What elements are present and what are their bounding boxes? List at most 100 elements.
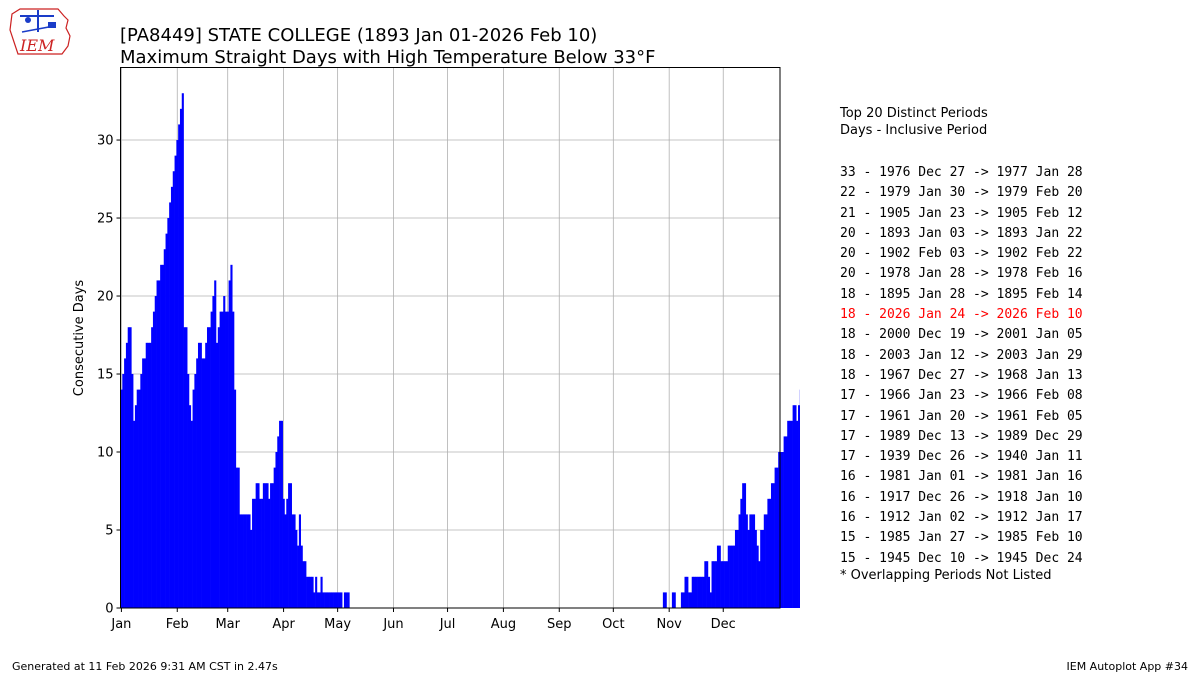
periods-heading: Top 20 Distinct Periods — [840, 106, 988, 121]
y-tick-label: 20 — [97, 290, 114, 305]
periods-list: 33 - 1976 Dec 27 -> 1977 Jan 28 22 - 1979… — [840, 163, 1083, 569]
bar — [147, 342, 150, 608]
bar — [145, 342, 148, 608]
bar — [691, 576, 694, 608]
bar — [747, 530, 750, 608]
period-item: 20 - 1978 Jan 28 -> 1978 Feb 16 — [840, 266, 1083, 282]
bar — [257, 483, 260, 608]
bar — [136, 389, 139, 608]
period-item: 21 - 1905 Jan 23 -> 1905 Feb 12 — [840, 205, 1083, 221]
bar — [311, 576, 314, 608]
bar — [316, 592, 320, 608]
x-tick-label: Nov — [656, 617, 682, 632]
bar — [133, 420, 136, 608]
bar — [686, 576, 689, 608]
bar — [127, 327, 130, 608]
plot-frame — [120, 67, 781, 609]
bar — [264, 483, 267, 608]
period-item: 16 - 1981 Jan 01 -> 1981 Jan 16 — [840, 469, 1083, 485]
bar — [271, 483, 274, 608]
bar — [124, 358, 127, 608]
bar — [752, 514, 756, 608]
bar-series — [120, 93, 800, 609]
bar — [781, 452, 784, 608]
bar-chart: 0 5 10 15 20 25 30 Jan Feb Mar Apr May Jun Jul Aug Sep… — [72, 67, 800, 632]
bar — [259, 498, 262, 608]
bar — [727, 545, 730, 608]
bar — [745, 514, 748, 608]
bar — [743, 483, 747, 608]
bar — [307, 576, 311, 608]
bar — [313, 592, 316, 608]
bar — [291, 514, 294, 608]
bar — [320, 576, 323, 608]
bar — [790, 420, 793, 608]
bar — [284, 514, 287, 608]
bar — [300, 545, 303, 608]
bar — [333, 592, 336, 608]
bar — [289, 483, 292, 608]
bar — [183, 327, 186, 608]
bar — [151, 327, 154, 608]
bar — [756, 545, 759, 608]
bar — [742, 483, 745, 608]
bar — [282, 498, 285, 608]
period-item: 17 - 1961 Jan 20 -> 1961 Feb 05 — [840, 408, 1083, 424]
bar — [140, 374, 143, 608]
bar — [179, 108, 183, 608]
bar — [725, 561, 729, 608]
bar — [769, 498, 772, 608]
bar — [709, 592, 712, 608]
bar — [280, 420, 283, 608]
x-axis-ticks: Jan Feb Mar Apr May Jun Jul Aug Sep Oct Nov Dec — [110, 608, 736, 632]
bar — [208, 327, 211, 608]
bar — [740, 498, 743, 608]
bar — [243, 514, 246, 608]
bar — [255, 483, 258, 608]
bar — [138, 389, 141, 608]
bar — [684, 576, 687, 608]
bar — [340, 592, 343, 608]
y-axis-ticks: 0 5 10 15 20 25 30 — [97, 134, 121, 617]
bar — [309, 576, 312, 608]
bar — [252, 498, 255, 608]
bar — [338, 592, 341, 608]
bar — [174, 155, 177, 608]
bar — [293, 514, 296, 608]
bar — [268, 498, 271, 608]
y-tick-label: 10 — [97, 446, 114, 461]
bar — [125, 342, 129, 608]
app-footer: IEM Autoplot App #34 — [1066, 660, 1189, 673]
x-tick-label: Jun — [382, 617, 403, 632]
bar — [169, 202, 172, 609]
bar — [288, 483, 291, 608]
bar — [716, 545, 720, 608]
bar — [192, 389, 195, 608]
bar — [163, 249, 166, 608]
x-tick-label: Jan — [110, 617, 131, 632]
bar — [277, 436, 280, 608]
bar — [230, 264, 233, 608]
bar — [758, 561, 761, 608]
bar — [172, 171, 175, 608]
bar — [662, 592, 665, 608]
bar — [304, 561, 307, 608]
bar — [228, 280, 231, 608]
bar — [223, 296, 226, 608]
x-tick-label: Sep — [547, 617, 572, 632]
bar — [156, 280, 159, 608]
bar — [760, 530, 763, 608]
bar — [210, 311, 213, 608]
x-tick-label: Dec — [711, 617, 736, 632]
bar — [235, 467, 238, 608]
bar — [713, 561, 716, 608]
bar — [718, 545, 721, 608]
period-item: 18 - 2000 Dec 19 -> 2001 Jan 05 — [840, 327, 1083, 343]
period-item: 18 - 1967 Dec 27 -> 1968 Jan 13 — [840, 367, 1083, 383]
bar — [318, 592, 321, 608]
period-item: 33 - 1976 Dec 27 -> 1977 Jan 28 — [840, 165, 1083, 180]
bar — [266, 483, 269, 608]
bar — [711, 561, 714, 608]
bar — [203, 358, 206, 608]
bar — [241, 514, 244, 608]
